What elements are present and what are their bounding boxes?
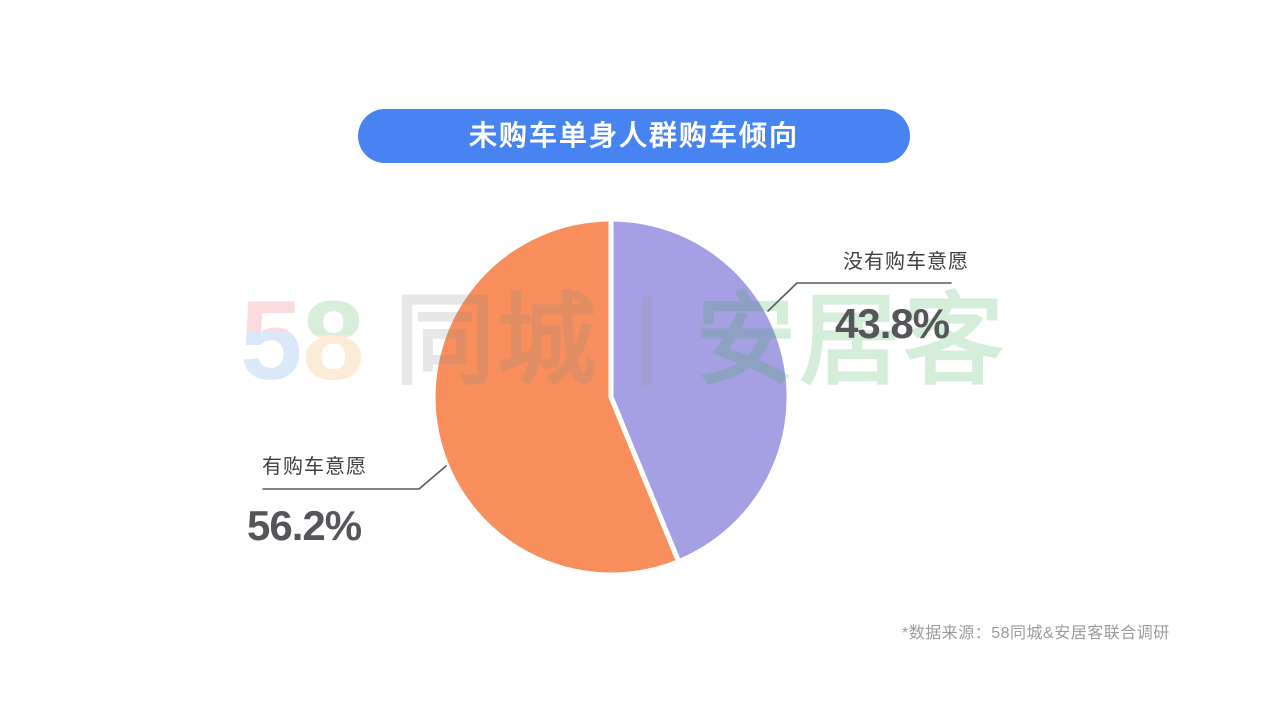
label-no-intent: 没有购车意愿 bbox=[843, 251, 969, 273]
chart-title: 未购车单身人群购车倾向 bbox=[468, 120, 799, 151]
value-yes-intent: 56.2% bbox=[247, 502, 362, 549]
pie-slice-no-intent bbox=[608, 216, 792, 565]
chart-title-badge: 未购车单身人群购车倾向 bbox=[358, 109, 910, 163]
pie-slice-yes-intent bbox=[430, 216, 682, 578]
label-yes-intent: 有购车意愿 bbox=[262, 456, 367, 478]
value-no-intent: 43.8% bbox=[835, 300, 950, 347]
data-source-note: *数据来源：58同城&安居客联合调研 bbox=[902, 625, 1170, 642]
